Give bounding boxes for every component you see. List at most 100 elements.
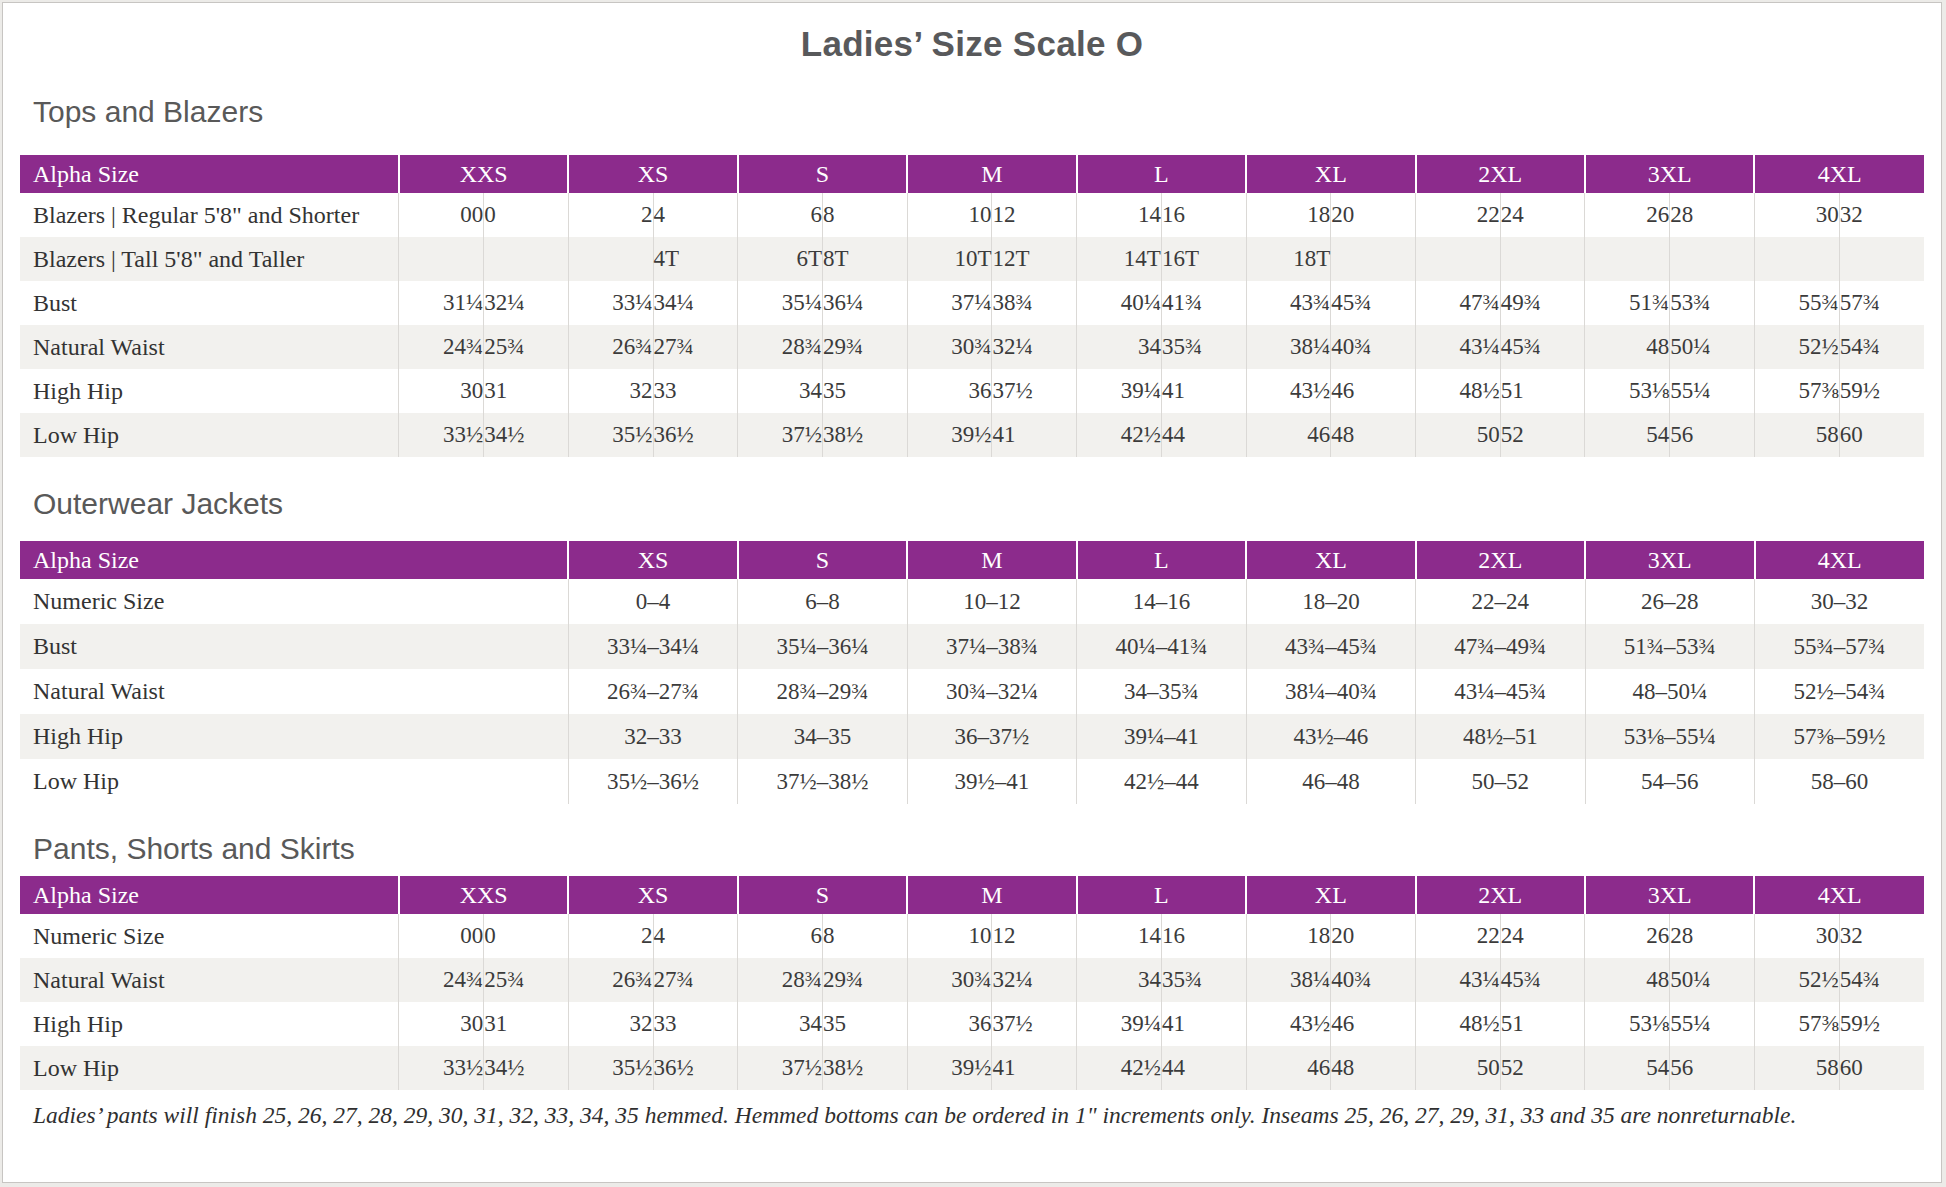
- table-body: Blazers | Regular 5'8" and Shorter000246…: [20, 193, 1924, 457]
- size-value-cell: 52½: [1754, 958, 1839, 1002]
- size-value-cell: 44: [1161, 413, 1246, 457]
- size-value-cell: 36½: [653, 1046, 738, 1090]
- pants-shorts-skirts-section: Pants, Shorts and SkirtsAlpha SizeXXSXSS…: [20, 830, 1924, 1090]
- size-value-cell: 32: [1839, 914, 1924, 958]
- size-value-cell: 36½: [653, 413, 738, 457]
- size-value-cell: 50–52: [1416, 759, 1585, 804]
- size-value-cell: 46: [1246, 1046, 1331, 1090]
- alpha-size-header-cell: Alpha Size: [20, 876, 399, 914]
- table-row: Bust33¼–34¼35¼–36¼37¼–38¾40¼–41¾43¾–45¾4…: [20, 624, 1924, 669]
- outerwear-jackets-table: Alpha SizeXSSMLXL2XL3XL4XLNumeric Size0–…: [20, 541, 1924, 804]
- size-value-cell: 16: [1161, 193, 1246, 237]
- size-value-cell: 46: [1246, 413, 1331, 457]
- size-value-cell: 57⅜: [1754, 369, 1839, 413]
- size-value-cell: 0: [484, 914, 569, 958]
- size-value-cell: 18–20: [1246, 579, 1415, 624]
- size-value-cell: 38¼: [1246, 325, 1331, 369]
- size-value-cell: 60: [1839, 1046, 1924, 1090]
- header-row: Alpha SizeXSSMLXL2XL3XL4XL: [20, 541, 1924, 579]
- size-value-cell: 25¾: [484, 958, 569, 1002]
- size-value-cell: 18: [1246, 193, 1331, 237]
- row-label: Natural Waist: [20, 669, 568, 714]
- table-header: Alpha SizeXXSXSSMLXL2XL3XL4XL: [20, 876, 1924, 914]
- size-value-cell: 4: [653, 193, 738, 237]
- size-value-cell: 34: [738, 369, 823, 413]
- size-header-3xl: 3XL: [1585, 155, 1754, 193]
- size-value-cell: 37½–38½: [738, 759, 907, 804]
- size-value-cell: 43¾: [1246, 281, 1331, 325]
- size-value-cell: 40¾: [1331, 958, 1416, 1002]
- size-value-cell: 47¾: [1416, 281, 1501, 325]
- size-value-cell: 57¾: [1839, 281, 1924, 325]
- size-header-4xl: 4XL: [1754, 155, 1924, 193]
- size-value-cell: 32–33: [568, 714, 737, 759]
- table-row: High Hip32–3334–3536–37½39¼–4143½–4648½–…: [20, 714, 1924, 759]
- size-value-cell: 32: [568, 1002, 653, 1046]
- size-value-cell: 55¾: [1754, 281, 1839, 325]
- size-value-cell: 39¼: [1077, 369, 1162, 413]
- size-value-cell: 41: [992, 1046, 1077, 1090]
- size-value-cell: [1500, 237, 1585, 281]
- size-value-cell: 54: [1585, 413, 1670, 457]
- size-value-cell: 48–50¼: [1585, 669, 1754, 714]
- row-label: Bust: [20, 281, 399, 325]
- size-header-s: S: [738, 876, 907, 914]
- size-header-2xl: 2XL: [1416, 155, 1585, 193]
- size-value-cell: 14–16: [1077, 579, 1246, 624]
- size-value-cell: 57⅜–59½: [1755, 714, 1924, 759]
- size-value-cell: 22: [1416, 914, 1501, 958]
- size-value-cell: [399, 237, 484, 281]
- size-value-cell: 6–8: [738, 579, 907, 624]
- size-value-cell: 55¾–57¾: [1755, 624, 1924, 669]
- header-row: Alpha SizeXXSXSSMLXL2XL3XL4XL: [20, 876, 1924, 914]
- size-value-cell: 14: [1077, 914, 1162, 958]
- size-value-cell: 48: [1331, 413, 1416, 457]
- size-value-cell: 54–56: [1585, 759, 1754, 804]
- size-value-cell: 53⅛: [1585, 1002, 1670, 1046]
- size-value-cell: 37½: [738, 1046, 823, 1090]
- size-value-cell: 31: [484, 369, 569, 413]
- size-value-cell: 24: [1500, 914, 1585, 958]
- size-header-4xl: 4XL: [1754, 876, 1924, 914]
- size-value-cell: 12: [992, 193, 1077, 237]
- size-value-cell: 32¼: [992, 958, 1077, 1002]
- size-value-cell: 39½–41: [907, 759, 1076, 804]
- size-value-cell: 25¾: [484, 325, 569, 369]
- size-value-cell: 37½: [992, 369, 1077, 413]
- size-value-cell: 38¾: [992, 281, 1077, 325]
- size-header-m: M: [907, 876, 1076, 914]
- size-value-cell: 00: [399, 193, 484, 237]
- size-header-xl: XL: [1246, 155, 1415, 193]
- row-label: Low Hip: [20, 759, 568, 804]
- size-value-cell: 34: [1077, 325, 1162, 369]
- size-value-cell: 60: [1839, 413, 1924, 457]
- size-value-cell: 35¾: [1161, 325, 1246, 369]
- size-header-xl: XL: [1246, 876, 1415, 914]
- row-label: Numeric Size: [20, 579, 568, 624]
- size-value-cell: 39½: [907, 1046, 992, 1090]
- size-value-cell: 12: [992, 914, 1077, 958]
- size-value-cell: 41: [992, 413, 1077, 457]
- size-value-cell: 39¼: [1077, 1002, 1162, 1046]
- size-value-cell: 8: [823, 193, 908, 237]
- size-value-cell: 31¼: [399, 281, 484, 325]
- size-value-cell: 28¾: [738, 958, 823, 1002]
- table-row: Natural Waist26¾–27¾28¾–29¾30¾–32¼34–35¾…: [20, 669, 1924, 714]
- size-value-cell: 32: [1839, 193, 1924, 237]
- size-value-cell: 48½: [1416, 369, 1501, 413]
- size-value-cell: 28¾: [738, 325, 823, 369]
- size-value-cell: 41: [1161, 1002, 1246, 1046]
- row-label: High Hip: [20, 1002, 399, 1046]
- size-value-cell: 24¾: [399, 958, 484, 1002]
- size-value-cell: 35¼–36¼: [738, 624, 907, 669]
- row-label: Low Hip: [20, 1046, 399, 1090]
- size-value-cell: 48: [1585, 958, 1670, 1002]
- size-value-cell: 36: [907, 369, 992, 413]
- size-value-cell: 18T: [1246, 237, 1331, 281]
- size-value-cell: 34–35: [738, 714, 907, 759]
- size-header-l: L: [1077, 541, 1246, 579]
- size-value-cell: 52: [1500, 413, 1585, 457]
- size-value-cell: 56: [1670, 413, 1755, 457]
- size-value-cell: 46: [1331, 1002, 1416, 1046]
- page-title: Ladies’ Size Scale O: [20, 23, 1924, 65]
